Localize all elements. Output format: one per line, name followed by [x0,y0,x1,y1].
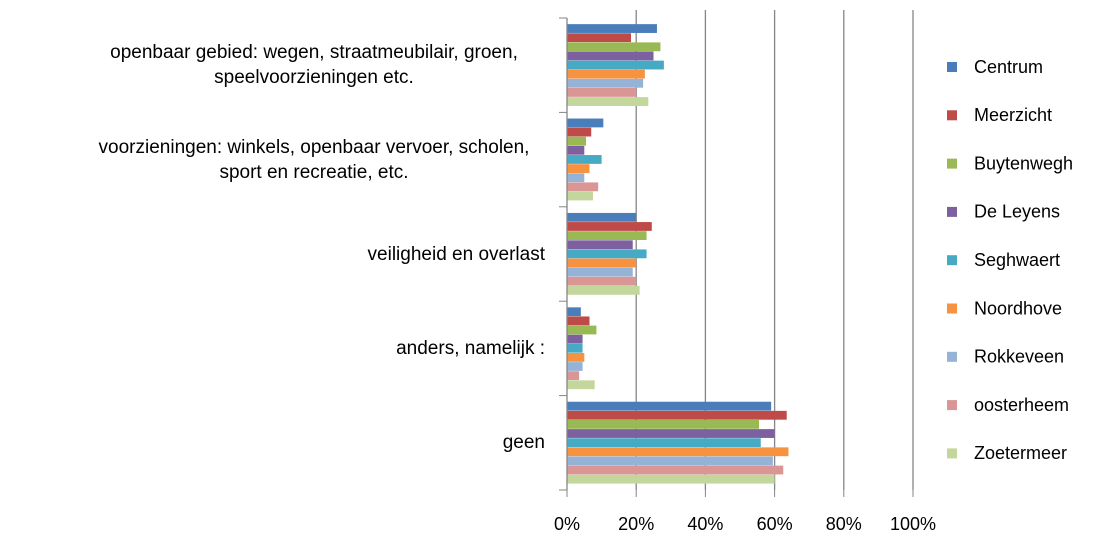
legend-swatch [947,400,957,411]
bar [567,42,661,52]
bar [567,51,654,61]
bar [567,173,585,183]
legend-label: Rokkeveen [974,347,1064,367]
legend-swatch [947,158,957,169]
bar [567,191,593,201]
legend-swatch [947,255,957,266]
bar [567,240,633,250]
bar [567,474,775,484]
y-tick-label: voorzieningen: winkels, openbaar vervoer… [83,135,545,185]
x-tick-label: 20% [618,514,654,534]
bar [567,343,583,353]
bar [567,334,583,344]
bar [567,69,645,79]
bar [567,118,604,128]
bar [567,371,580,381]
bar [567,33,632,43]
y-tick-label-text: geen [502,432,545,454]
bar [567,97,649,106]
y-tick-label: openbaar gebied: wegen, straatmeubilair,… [83,40,545,90]
bar [567,88,637,97]
legend-swatch [947,448,957,459]
bar [567,456,773,466]
legend-label: Zoetermeer [974,443,1067,463]
bar [567,212,637,222]
legend-swatch [947,110,957,121]
bar [567,352,585,362]
bar [567,380,595,390]
bar [567,325,597,335]
bar [567,285,640,295]
bar [567,222,652,231]
y-tick-label-text: openbaar gebied: wegen, straatmeubilair,… [110,42,518,89]
bar [567,316,590,326]
bar [567,447,789,457]
bar [567,78,644,88]
legend-swatch [947,206,957,217]
bar [567,410,787,420]
x-tick-label: 0% [554,514,580,534]
bar [567,127,592,137]
bar [567,145,585,155]
x-tick-label: 100% [890,514,936,534]
legend-label: oosterheem [974,395,1069,415]
legend-label: Seghwaert [974,250,1060,270]
legend-label: De Leyens [974,202,1060,222]
bar [567,267,633,277]
bar [567,24,657,33]
y-tick-label: anders, namelijk : [396,336,545,361]
x-tick-label: 80% [826,514,862,534]
legend-label: Buytenwegh [974,153,1073,173]
legend-swatch [947,351,957,362]
bar [567,276,637,286]
bar [567,419,760,429]
bar [567,136,587,146]
x-tick-label: 40% [687,514,723,534]
bar [567,258,637,268]
y-tick-label-text: voorzieningen: winkels, openbaar vervoer… [98,136,530,183]
x-tick-label: 60% [757,514,793,534]
legend-label: Meerzicht [974,105,1052,125]
bar [567,438,761,448]
bar [567,362,583,371]
bar [567,401,772,411]
y-tick-label: veiligheid en overlast [368,242,545,267]
legend-label: Noordhove [974,298,1062,318]
legend-label: Centrum [974,57,1043,77]
bar [567,231,647,241]
legend-swatch [947,303,957,314]
bar [567,155,602,164]
y-tick-label: geen [503,430,545,455]
bar [567,465,784,475]
bar [567,307,581,317]
bar [567,60,664,70]
bar [567,164,590,173]
legend-swatch [947,62,957,72]
y-tick-label-text: anders, namelijk : [396,337,545,359]
bar [567,182,599,192]
bar [567,429,775,438]
y-tick-label-text: veiligheid en overlast [367,243,545,265]
bar [567,249,647,259]
